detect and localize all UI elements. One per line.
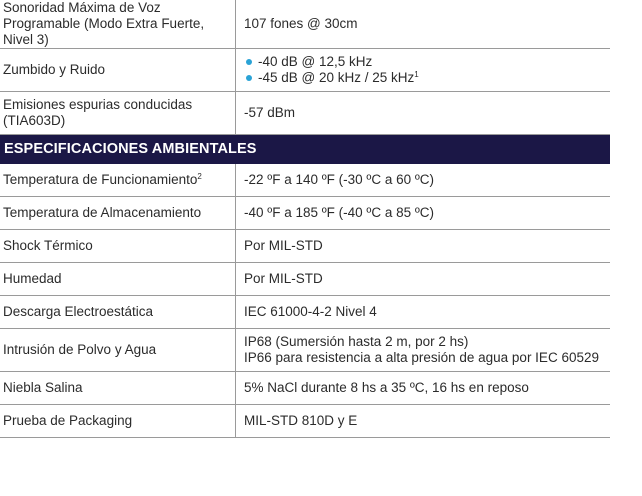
table-row: Sonoridad Máxima de Voz Programable (Mod… — [0, 0, 610, 49]
row-label: Temperatura de Almacenamiento — [0, 196, 236, 230]
bullet-list: -40 dB @ 12,5 kHz -45 dB @ 20 kHz / 25 k… — [244, 54, 610, 86]
row-value: 5% NaCl durante 8 hs a 35 ºC, 16 hs en r… — [235, 371, 610, 405]
table-row: Humedad Por MIL-STD — [0, 262, 610, 296]
row-label: Temperatura de Funcionamiento2 — [0, 163, 236, 197]
row-value: -40 ºF a 185 ºF (-40 ºC a 85 ºC) — [235, 196, 610, 230]
row-label: Shock Térmico — [0, 229, 236, 263]
row-value: -40 dB @ 12,5 kHz -45 dB @ 20 kHz / 25 k… — [235, 48, 610, 92]
table-row: Descarga Electroestática IEC 61000-4-2 N… — [0, 295, 610, 329]
list-item: -40 dB @ 12,5 kHz — [244, 54, 610, 70]
spec-table: Sonoridad Máxima de Voz Programable (Mod… — [0, 0, 610, 438]
table-row: Zumbido y Ruido -40 dB @ 12,5 kHz -45 dB… — [0, 48, 610, 92]
section-header-row: ESPECIFICACIONES AMBIENTALES — [0, 134, 610, 164]
row-value: 107 fones @ 30cm — [235, 0, 610, 49]
row-label: Niebla Salina — [0, 371, 236, 405]
row-label: Intrusión de Polvo y Agua — [0, 328, 236, 372]
row-value: -57 dBm — [235, 91, 610, 135]
row-label: Descarga Electroestática — [0, 295, 236, 329]
row-label: Sonoridad Máxima de Voz Programable (Mod… — [0, 0, 236, 49]
spec-sheet: Sonoridad Máxima de Voz Programable (Mod… — [0, 0, 610, 438]
table-row: Intrusión de Polvo y Agua IP68 (Sumersió… — [0, 328, 610, 372]
table-row: Emisiones espurias conducidas (TIA603D) … — [0, 91, 610, 135]
table-row: Temperatura de Almacenamiento -40 ºF a 1… — [0, 196, 610, 230]
value-line: IP66 para resistencia a alta presión de … — [244, 350, 599, 365]
value-line: IP68 (Sumersión hasta 2 m, por 2 hs) — [244, 334, 469, 349]
row-label: Prueba de Packaging — [0, 404, 236, 438]
row-value: -22 ºF a 140 ºF (-30 ºC a 60 ºC) — [235, 163, 610, 197]
section-title: ESPECIFICACIONES AMBIENTALES — [0, 134, 610, 164]
bullet-text: -45 dB @ 20 kHz / 25 kHz — [258, 70, 415, 85]
row-label: Humedad — [0, 262, 236, 296]
row-label-text: Temperatura de Funcionamiento — [3, 172, 198, 187]
footnote-marker: 2 — [197, 172, 202, 181]
row-value: Por MIL-STD — [235, 229, 610, 263]
footnote-marker: 1 — [414, 70, 419, 79]
table-row: Prueba de Packaging MIL-STD 810D y E — [0, 404, 610, 438]
row-label: Zumbido y Ruido — [0, 48, 236, 92]
row-value: Por MIL-STD — [235, 262, 610, 296]
row-value: IP68 (Sumersión hasta 2 m, por 2 hs) IP6… — [235, 328, 610, 372]
table-row: Shock Térmico Por MIL-STD — [0, 229, 610, 263]
list-item: -45 dB @ 20 kHz / 25 kHz1 — [244, 70, 610, 86]
row-label: Emisiones espurias conducidas (TIA603D) — [0, 91, 236, 135]
table-row: Niebla Salina 5% NaCl durante 8 hs a 35 … — [0, 371, 610, 405]
table-row: Temperatura de Funcionamiento2 -22 ºF a … — [0, 163, 610, 197]
row-value: MIL-STD 810D y E — [235, 404, 610, 438]
row-value: IEC 61000-4-2 Nivel 4 — [235, 295, 610, 329]
bullet-text: -40 dB @ 12,5 kHz — [258, 54, 373, 69]
